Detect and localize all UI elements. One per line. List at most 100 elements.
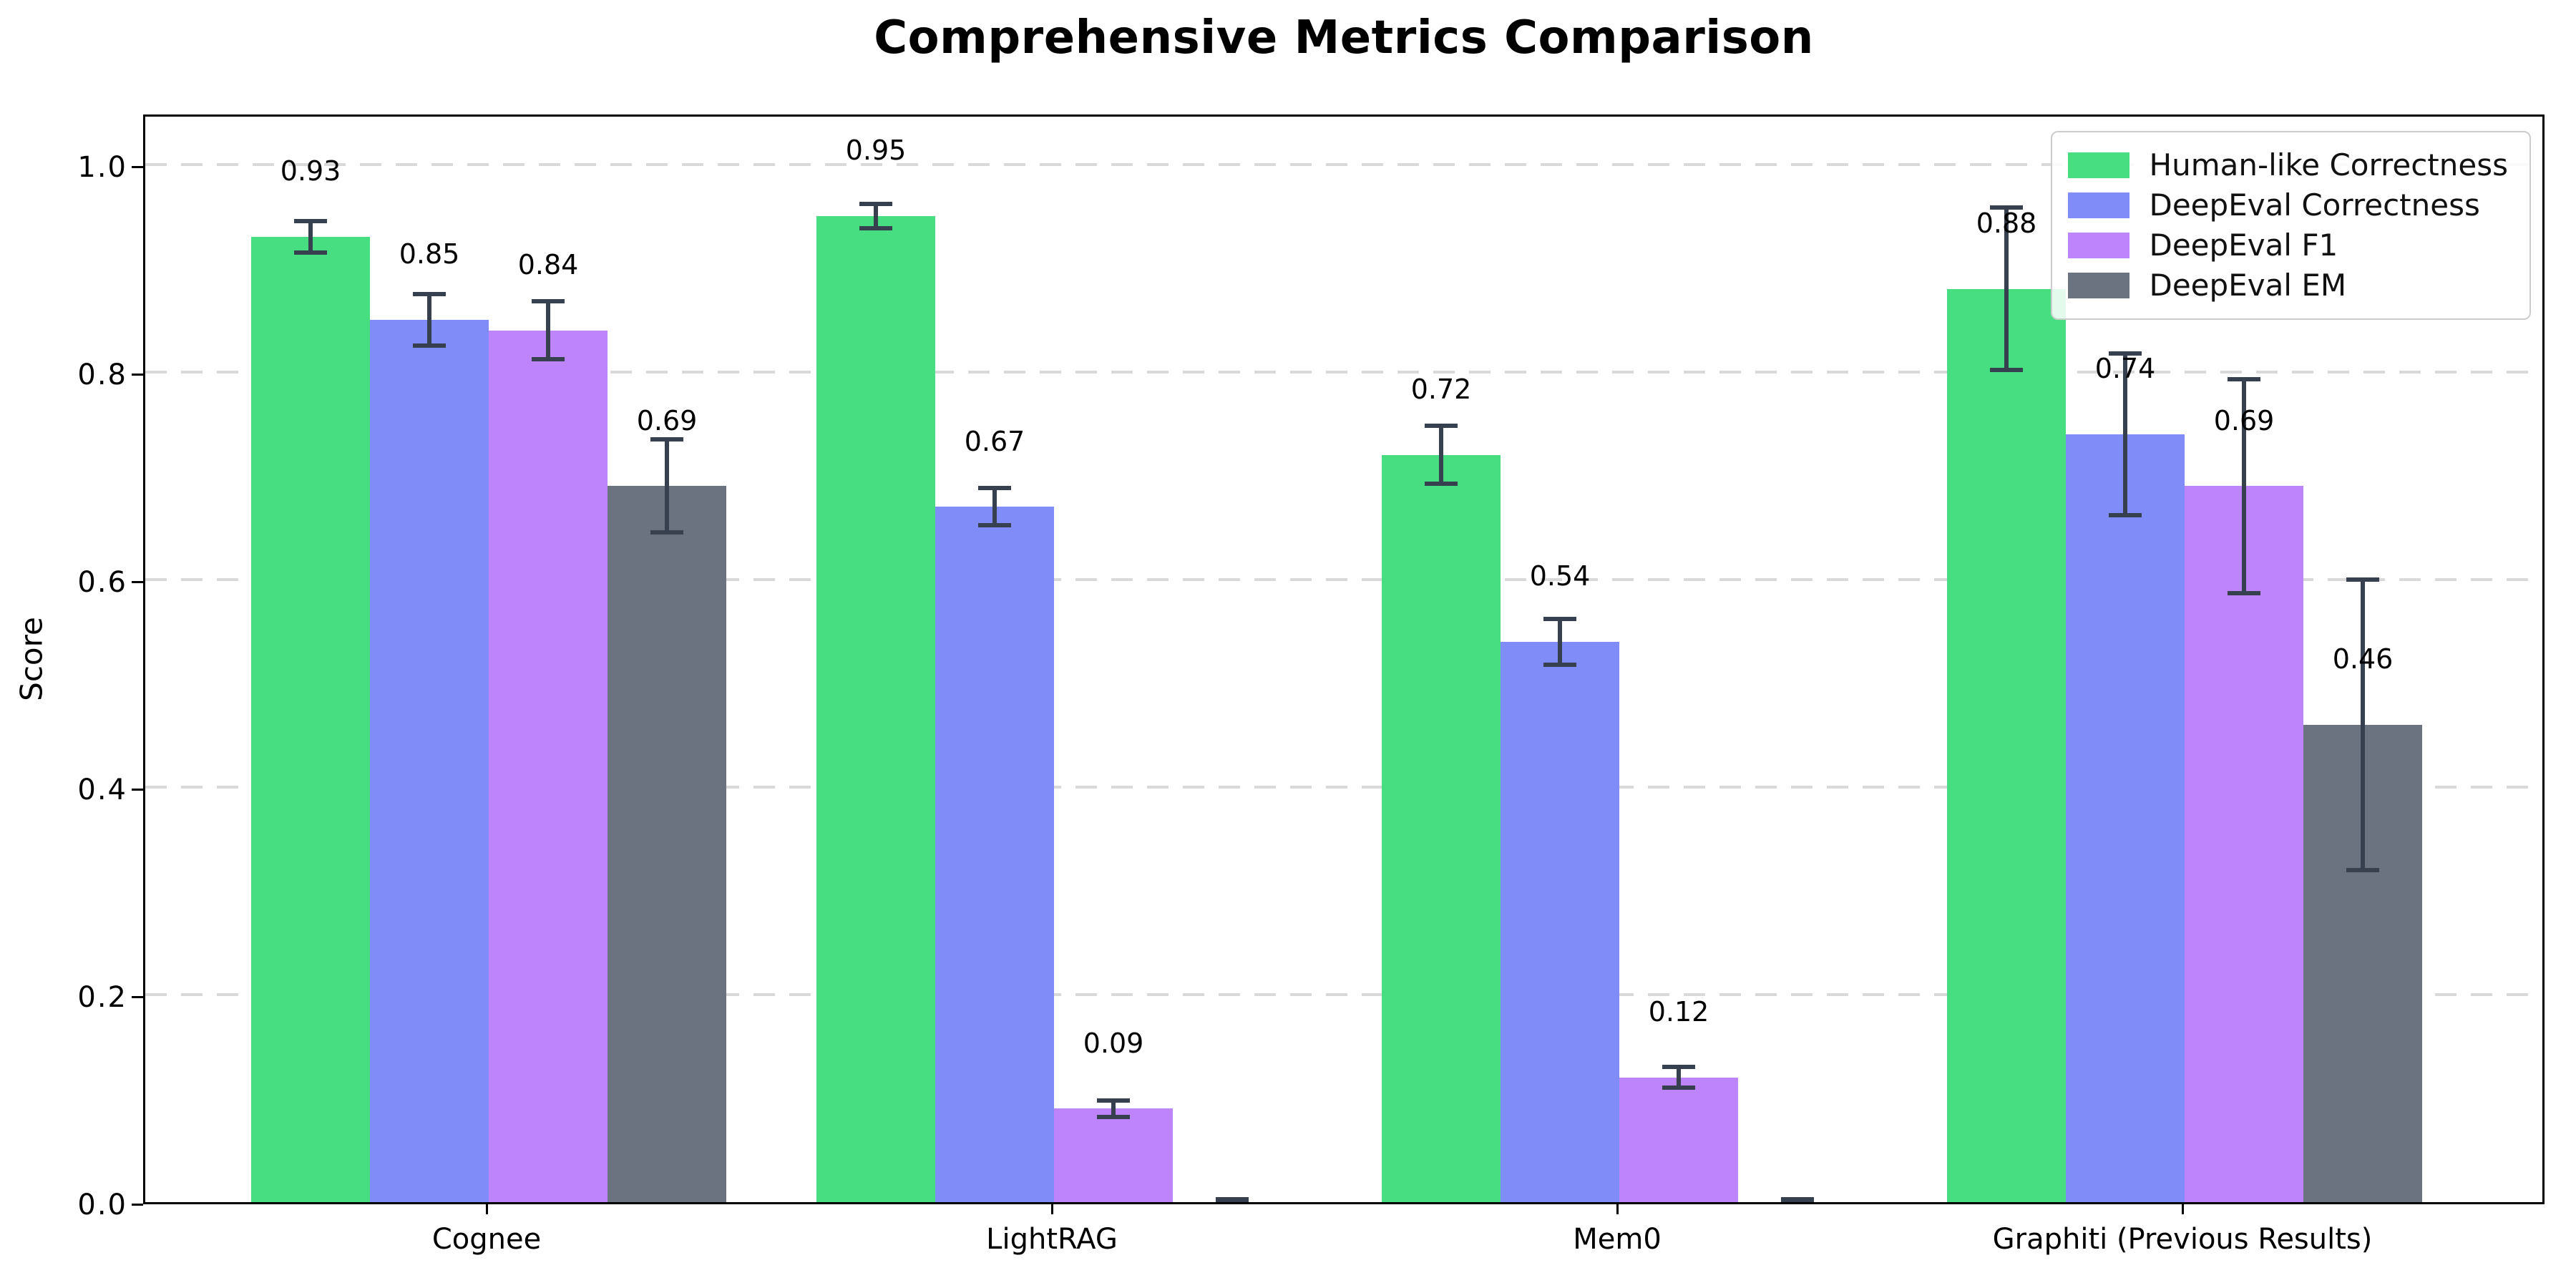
error-bar-1-2 (1558, 618, 1562, 665)
bar-deepeval-f1-2 (1619, 1077, 1738, 1202)
bar-value-label-3-0: 0.69 (636, 404, 698, 436)
bar-deepeval-f1-0 (489, 330, 608, 1202)
error-bar-0-3 (2004, 208, 2009, 370)
error-bar-2-1 (1111, 1100, 1116, 1118)
error-cap-2-1-0 (1097, 1098, 1130, 1103)
bar-deepeval-correctness-0 (370, 320, 489, 1202)
error-cap-2-0-0 (532, 299, 565, 303)
gridline-1 (145, 162, 2542, 166)
error-cap-3-3-0 (2346, 577, 2379, 582)
error-bar-1-1 (992, 488, 997, 526)
error-bar-2-2 (1677, 1067, 1681, 1088)
error-cap-0-1-0 (859, 201, 892, 206)
error-cap-0-0-1 (294, 250, 327, 255)
error-cap-3-2-1 (1781, 1200, 1814, 1202)
x-tick-label-2: Mem0 (1573, 1223, 1662, 1256)
error-cap-1-2-1 (1543, 662, 1576, 667)
error-bar-3-0 (665, 439, 669, 533)
error-bar-1-3 (2123, 353, 2127, 515)
bar-value-label-2-3: 0.69 (2213, 404, 2275, 436)
legend-item-deepeval-f1: DeepEval F1 (2067, 228, 2509, 263)
bar-value-label-3-3: 0.46 (2332, 643, 2394, 675)
bar-value-label-0-1: 0.95 (845, 135, 907, 167)
gridline-0.2 (145, 992, 2542, 996)
bar-human-like-correctness-3 (1947, 288, 2066, 1202)
bar-deepeval-correctness-3 (2066, 434, 2185, 1202)
error-cap-1-3-0 (2109, 351, 2142, 356)
error-cap-2-2-0 (1662, 1065, 1695, 1070)
x-tick-label-0: Cognee (431, 1223, 542, 1256)
error-cap-2-3-0 (2228, 376, 2260, 381)
x-tick-mark-2 (1616, 1204, 1619, 1214)
legend-item-deepeval-correctness: DeepEval Correctness (2067, 187, 2509, 223)
bar-human-like-correctness-0 (251, 237, 370, 1202)
bar-value-label-1-2: 0.54 (1529, 560, 1591, 592)
gridline-0.8 (145, 370, 2542, 374)
error-cap-1-0-0 (413, 291, 446, 296)
legend-swatch-1 (2067, 192, 2129, 218)
plot-area: Human-like Correctness DeepEval Correctne… (143, 114, 2545, 1204)
error-cap-1-0-1 (413, 343, 446, 348)
error-cap-3-0-0 (650, 436, 683, 441)
gridline-0.6 (145, 577, 2542, 581)
legend-swatch-3 (2067, 273, 2129, 298)
error-bar-3-3 (2361, 579, 2365, 870)
legend-label-0: Human-like Correctness (2149, 147, 2509, 182)
error-cap-1-2-0 (1543, 616, 1576, 621)
error-cap-0-1-1 (859, 226, 892, 231)
error-cap-3-2-0 (1781, 1196, 1814, 1201)
legend: Human-like Correctness DeepEval Correctne… (2050, 131, 2531, 320)
x-tick-mark-1 (1051, 1204, 1053, 1214)
error-cap-3-1-0 (1216, 1196, 1249, 1201)
error-cap-3-3-1 (2346, 867, 2379, 872)
error-bar-0-0 (308, 221, 313, 253)
legend-swatch-0 (2067, 152, 2129, 178)
error-cap-0-2-1 (1425, 482, 1458, 487)
error-bar-2-3 (2242, 379, 2246, 593)
y-tick-mark-0.8 (132, 373, 143, 376)
y-tick-label-0.8: 0.8 (77, 358, 127, 391)
y-tick-label-0.0: 0.0 (77, 1189, 127, 1221)
y-tick-label-0.6: 0.6 (77, 565, 127, 599)
legend-item-human-like-correctness: Human-like Correctness (2067, 147, 2509, 182)
gridline-0.4 (145, 785, 2542, 789)
y-tick-mark-0.2 (132, 995, 143, 998)
x-tick-label-3: Graphiti (Previous Results) (1992, 1223, 2373, 1256)
error-bar-2-0 (546, 301, 550, 360)
bar-human-like-correctness-2 (1382, 454, 1501, 1202)
legend-label-2: DeepEval F1 (2149, 228, 2338, 263)
bar-value-label-2-2: 0.12 (1648, 996, 1709, 1028)
error-bar-1-0 (427, 293, 431, 346)
x-tick-label-1: LightRAG (986, 1223, 1118, 1256)
error-bar-0-1 (874, 203, 878, 229)
bar-deepeval-em-0 (608, 486, 726, 1202)
chart-title: Comprehensive Metrics Comparison (874, 11, 1814, 64)
bar-deepeval-correctness-2 (1501, 641, 1619, 1202)
error-cap-3-0-1 (650, 530, 683, 535)
error-cap-2-2-1 (1662, 1085, 1695, 1091)
legend-label-1: DeepEval Correctness (2149, 187, 2480, 223)
bar-value-label-2-0: 0.84 (517, 248, 579, 280)
error-cap-0-3-0 (1990, 205, 2023, 210)
error-cap-0-2-0 (1425, 424, 1458, 429)
bar-deepeval-correctness-1 (935, 507, 1054, 1202)
error-cap-2-1-1 (1097, 1115, 1130, 1120)
legend-label-3: DeepEval EM (2149, 268, 2347, 303)
y-tick-mark-1.0 (132, 165, 143, 168)
y-tick-label-0.4: 0.4 (77, 773, 127, 806)
error-cap-0-0-0 (294, 219, 327, 224)
error-cap-1-3-1 (2109, 512, 2142, 517)
error-cap-2-3-1 (2228, 590, 2260, 595)
bar-human-like-correctness-1 (816, 216, 935, 1202)
y-tick-labels: 0.0 0.2 0.4 0.6 0.8 1.0 (0, 114, 127, 1221)
error-bar-0-2 (1439, 426, 1443, 484)
y-tick-mark-0.0 (132, 1204, 143, 1206)
y-tick-mark-0.4 (132, 788, 143, 791)
bar-value-label-0-2: 0.72 (1410, 374, 1472, 406)
bar-value-label-0-0: 0.93 (280, 155, 341, 187)
error-cap-1-1-0 (978, 486, 1011, 491)
error-cap-2-0-1 (532, 357, 565, 362)
x-tick-mark-0 (486, 1204, 488, 1214)
bar-value-label-2-1: 0.09 (1083, 1027, 1144, 1059)
